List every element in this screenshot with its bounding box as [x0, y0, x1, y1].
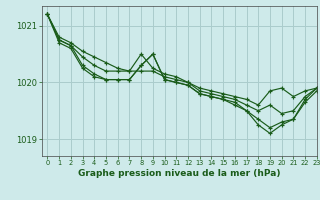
X-axis label: Graphe pression niveau de la mer (hPa): Graphe pression niveau de la mer (hPa) [78, 169, 280, 178]
